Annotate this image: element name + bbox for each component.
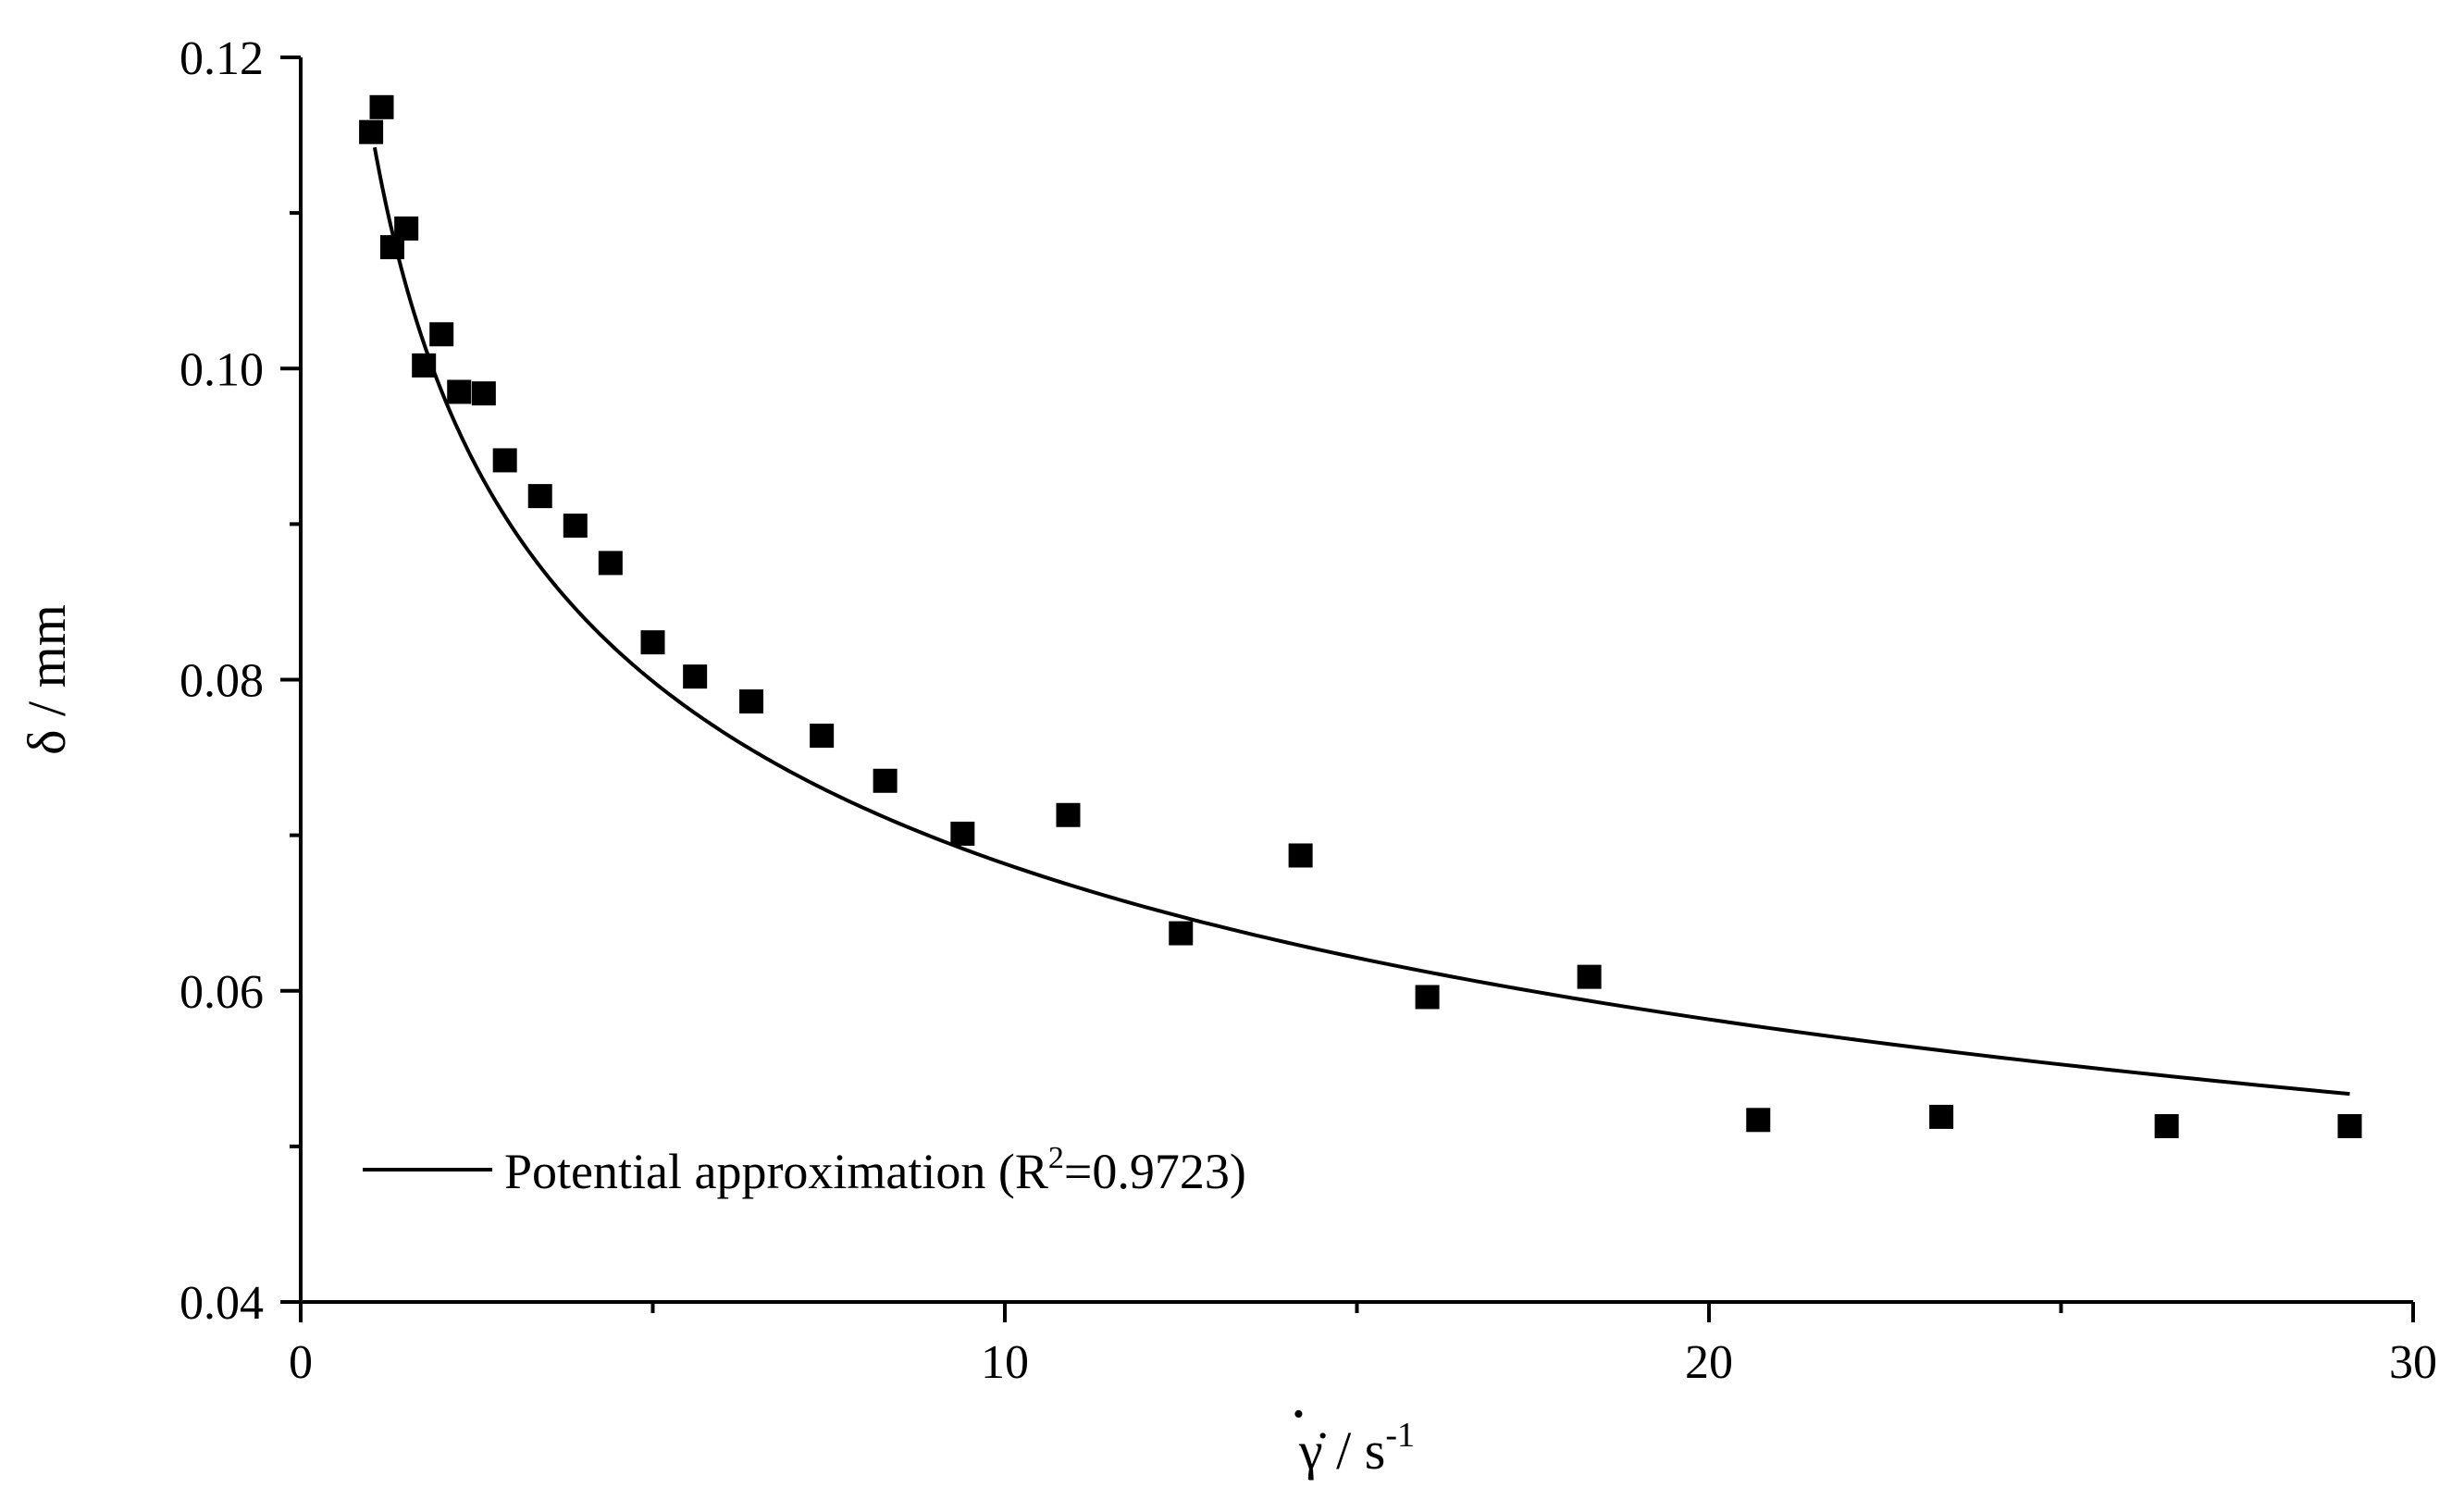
y-tick-label: 0.10 <box>180 343 264 396</box>
legend-label-suffix: =0.9723) <box>1064 1144 1246 1199</box>
x-tick-label: 10 <box>981 1336 1029 1389</box>
data-point <box>492 448 517 473</box>
y-tick-label: 0.04 <box>180 1277 264 1330</box>
data-point <box>810 724 835 749</box>
data-point <box>1169 921 1194 946</box>
data-point <box>394 216 419 241</box>
legend-label-superscript: 2 <box>1048 1141 1064 1175</box>
data-point <box>1288 843 1313 868</box>
x-axis-title: γ̇ / s-1 • <box>1294 1397 1415 1481</box>
data-point <box>471 381 496 406</box>
x-tick-label: 20 <box>1685 1336 1733 1389</box>
x-axis-dot-mark: • <box>1294 1397 1305 1432</box>
legend-label: Potential approximation (R2=0.9723) <box>504 1141 1246 1199</box>
data-point <box>412 353 437 378</box>
data-point <box>447 379 472 404</box>
data-point <box>429 322 454 347</box>
legend-label-prefix: Potential approximation (R <box>504 1144 1048 1199</box>
y-axis-title: δ / mm <box>17 604 77 755</box>
data-point <box>598 551 623 576</box>
data-point <box>950 821 975 846</box>
data-point <box>2154 1114 2179 1139</box>
data-point <box>359 119 384 144</box>
data-point <box>640 630 665 655</box>
data-point <box>563 514 588 539</box>
data-point <box>739 689 764 714</box>
data-point <box>1929 1104 1954 1129</box>
x-axis-title-main: γ̇ / s <box>1298 1420 1385 1481</box>
fit-curve <box>372 146 2350 1097</box>
x-tick-label: 0 <box>289 1336 313 1389</box>
data-point <box>527 484 552 509</box>
y-tick-label: 0.08 <box>180 655 264 708</box>
points-layer <box>359 94 2362 1139</box>
data-point <box>1415 985 1440 1010</box>
axes <box>299 57 2413 1304</box>
data-point <box>2337 1114 2362 1139</box>
data-point <box>683 664 708 689</box>
x-tick-label: 30 <box>2389 1336 2437 1389</box>
y-tick-label: 0.12 <box>180 32 264 85</box>
x-ticks: 0 10 20 30 <box>289 1302 2437 1389</box>
legend: Potential approximation (R2=0.9723) <box>363 1141 1246 1199</box>
data-point <box>873 768 898 793</box>
x-axis-title-exponent: -1 <box>1385 1416 1415 1455</box>
y-tick-label: 0.06 <box>180 966 264 1019</box>
fit-layer <box>372 146 2350 1097</box>
data-point <box>1056 802 1081 827</box>
y-ticks: 0.04 0.06 0.08 0.10 0.12 <box>180 32 301 1330</box>
data-point <box>1746 1108 1771 1133</box>
data-point <box>1577 964 1602 989</box>
data-point <box>369 94 394 119</box>
x-axis-title-text: γ̇ / s-1 <box>1298 1416 1415 1481</box>
